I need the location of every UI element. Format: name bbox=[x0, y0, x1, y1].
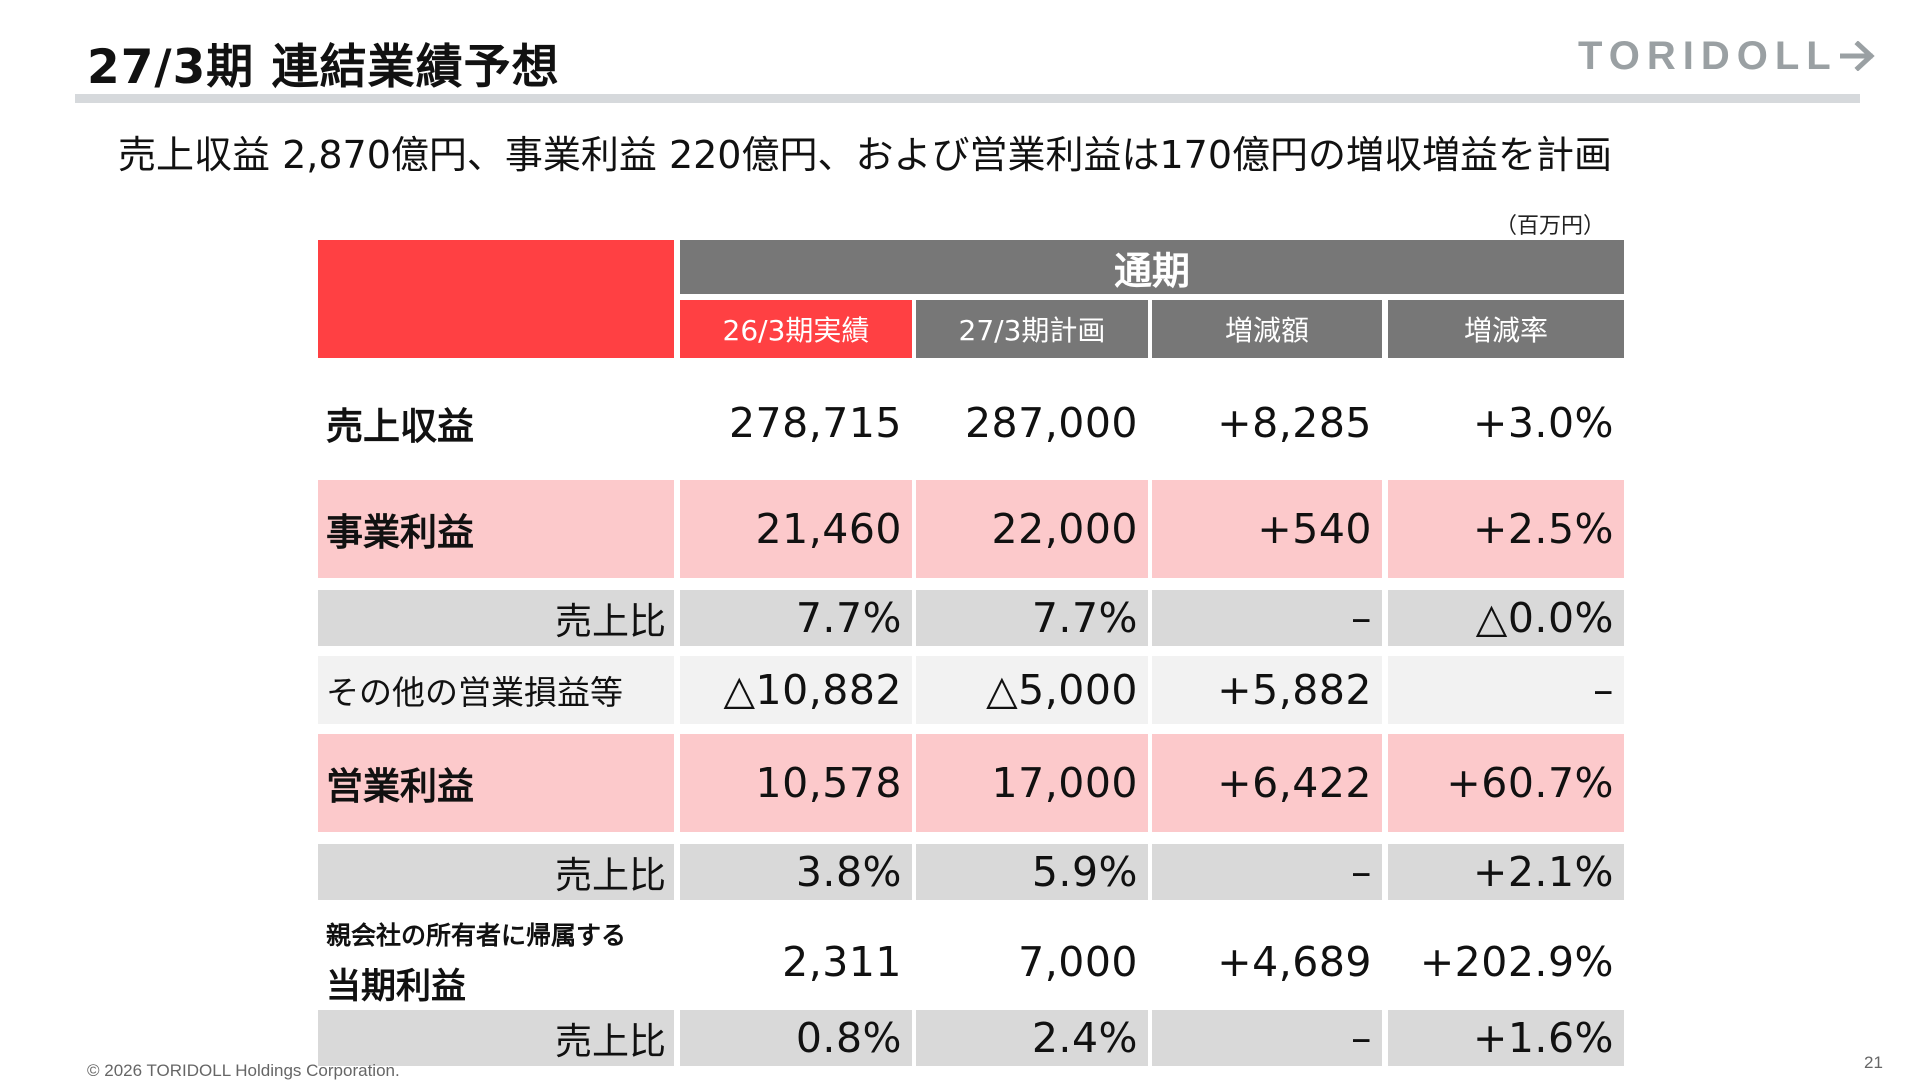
table-cell: 278,715 bbox=[728, 399, 902, 447]
copyright-footer: © 2026 TORIDOLL Holdings Corporation. bbox=[87, 1061, 400, 1080]
column-header: 増減額 bbox=[1152, 300, 1382, 358]
table-cell: +8,285 bbox=[1217, 399, 1372, 447]
row-label: 売上比 bbox=[318, 1010, 674, 1066]
page-number: 21 bbox=[1864, 1053, 1883, 1072]
table-cell: +202.9% bbox=[1419, 938, 1614, 986]
table-cell: 7.7% bbox=[916, 590, 1148, 646]
arrow-right-icon bbox=[1839, 41, 1875, 71]
table-cell: 7,000 bbox=[1018, 938, 1138, 986]
table-cell: +2.5% bbox=[1388, 480, 1624, 578]
unit-note: （百万円） bbox=[1495, 214, 1606, 239]
table-cell: +6,422 bbox=[1152, 734, 1382, 832]
table-cell: 2,311 bbox=[782, 938, 902, 986]
row-label: 親会社の所有者に帰属する 当期利益 bbox=[318, 912, 674, 1012]
page-title: 27/3期 連結業績予想 bbox=[87, 40, 560, 95]
table-cell: 2.4% bbox=[916, 1010, 1148, 1066]
table-cell: +5,882 bbox=[1152, 656, 1382, 724]
table-cell: – bbox=[1152, 590, 1382, 646]
row-label: 営業利益 bbox=[318, 734, 674, 832]
table-cell: △0.0% bbox=[1388, 590, 1624, 646]
table-cell: 3.8% bbox=[680, 844, 912, 900]
table-cell: 7.7% bbox=[680, 590, 912, 646]
column-header: 27/3期計画 bbox=[916, 300, 1148, 358]
row-label-line2: 当期利益 bbox=[326, 966, 467, 1007]
row-label-line1: 親会社の所有者に帰属する bbox=[326, 920, 627, 950]
table-cell: – bbox=[1152, 844, 1382, 900]
row-label: 売上比 bbox=[318, 844, 674, 900]
column-header: 増減率 bbox=[1388, 300, 1624, 358]
table-cell: +4,689 bbox=[1217, 938, 1372, 986]
title-divider bbox=[75, 94, 1860, 103]
group-header: 通期 bbox=[680, 240, 1624, 294]
row-label: 事業利益 bbox=[318, 480, 674, 578]
logo-text: TORIDOLL bbox=[1578, 33, 1838, 78]
table-cell: +540 bbox=[1152, 480, 1382, 578]
summary-text: 売上収益 2,870億円、事業利益 220億円、および営業利益は170億円の増収… bbox=[118, 133, 1613, 177]
table-cell: +60.7% bbox=[1388, 734, 1624, 832]
table-cell: 287,000 bbox=[964, 399, 1138, 447]
table-cell: 5.9% bbox=[916, 844, 1148, 900]
row-label: その他の営業損益等 bbox=[318, 656, 674, 724]
table-cell: △10,882 bbox=[680, 656, 912, 724]
header-corner-cell bbox=[318, 240, 674, 358]
table-cell: +1.6% bbox=[1388, 1010, 1624, 1066]
table-cell: 0.8% bbox=[680, 1010, 912, 1066]
row-label: 売上比 bbox=[318, 590, 674, 646]
table-cell: △5,000 bbox=[916, 656, 1148, 724]
row-label: 売上収益 bbox=[326, 405, 474, 448]
table-cell: 17,000 bbox=[916, 734, 1148, 832]
table-cell: – bbox=[1152, 1010, 1382, 1066]
table-cell: +2.1% bbox=[1388, 844, 1624, 900]
table-cell: +3.0% bbox=[1472, 399, 1614, 447]
table-cell: 21,460 bbox=[680, 480, 912, 578]
table-cell: 22,000 bbox=[916, 480, 1148, 578]
table-cell: 10,578 bbox=[680, 734, 912, 832]
table-cell: – bbox=[1388, 656, 1624, 724]
column-header: 26/3期実績 bbox=[680, 300, 912, 358]
toridoll-logo: TORIDOLL bbox=[1578, 34, 1876, 78]
